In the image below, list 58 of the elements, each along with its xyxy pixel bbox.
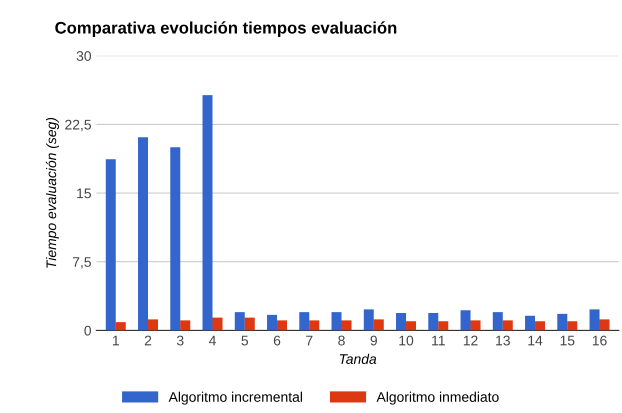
bar bbox=[525, 316, 536, 330]
bar bbox=[502, 320, 513, 330]
x-tick-label: 10 bbox=[399, 336, 414, 346]
x-tick-label: 5 bbox=[241, 336, 248, 346]
bar bbox=[309, 320, 320, 330]
legend-label: Algoritmo inmediato bbox=[376, 392, 499, 405]
bar bbox=[148, 319, 158, 330]
y-tick-label: 22,5 bbox=[65, 120, 91, 132]
bar bbox=[470, 320, 481, 330]
bar bbox=[374, 319, 384, 330]
chart-title: Comparativa evolución tiempos evaluación bbox=[55, 21, 396, 37]
x-tick-label: 11 bbox=[432, 336, 445, 346]
bar bbox=[244, 318, 255, 330]
bar bbox=[396, 313, 406, 330]
bar bbox=[277, 320, 288, 330]
bar bbox=[364, 309, 374, 330]
bar bbox=[138, 137, 148, 330]
bar bbox=[460, 310, 471, 330]
bar bbox=[212, 318, 223, 330]
bar bbox=[180, 320, 190, 330]
bar bbox=[332, 312, 342, 330]
y-axis-title: Tiempo evaluación (seg) bbox=[46, 118, 59, 268]
bar bbox=[342, 320, 352, 330]
bar bbox=[406, 321, 416, 330]
bar bbox=[234, 312, 245, 330]
bar bbox=[428, 313, 438, 330]
bar bbox=[557, 314, 568, 330]
y-tick-label: 30 bbox=[76, 51, 92, 61]
x-tick-label: 7 bbox=[306, 336, 312, 346]
x-tick-label: 9 bbox=[370, 336, 377, 346]
bar bbox=[600, 319, 610, 330]
x-tick-label: 13 bbox=[496, 336, 510, 346]
bar bbox=[438, 321, 448, 330]
x-axis-title: Tanda bbox=[340, 354, 376, 364]
legend-label: Algoritmo incremental bbox=[168, 392, 302, 405]
x-tick-label: 8 bbox=[338, 336, 345, 346]
bar bbox=[299, 312, 310, 330]
x-tick-label: 12 bbox=[464, 336, 478, 346]
bar bbox=[202, 95, 213, 330]
x-tick-label: 14 bbox=[528, 336, 542, 346]
x-tick-label: 16 bbox=[592, 336, 607, 346]
bar bbox=[116, 322, 126, 330]
bar bbox=[492, 312, 503, 330]
bar bbox=[267, 314, 278, 330]
x-tick-label: 4 bbox=[208, 336, 216, 346]
x-tick-label: 6 bbox=[274, 336, 280, 346]
bar bbox=[535, 321, 546, 330]
x-tick-label: 3 bbox=[176, 336, 184, 346]
y-tick-label: 7,5 bbox=[72, 257, 91, 269]
y-tick-label: 15 bbox=[77, 188, 91, 198]
bar bbox=[590, 309, 600, 330]
x-tick-label: 2 bbox=[144, 336, 152, 346]
x-tick-label: 1 bbox=[112, 336, 119, 346]
bar bbox=[567, 321, 578, 330]
x-tick-label: 15 bbox=[560, 336, 574, 346]
bar bbox=[170, 147, 180, 330]
y-tick-label: 0 bbox=[84, 326, 92, 336]
bar bbox=[106, 159, 116, 330]
